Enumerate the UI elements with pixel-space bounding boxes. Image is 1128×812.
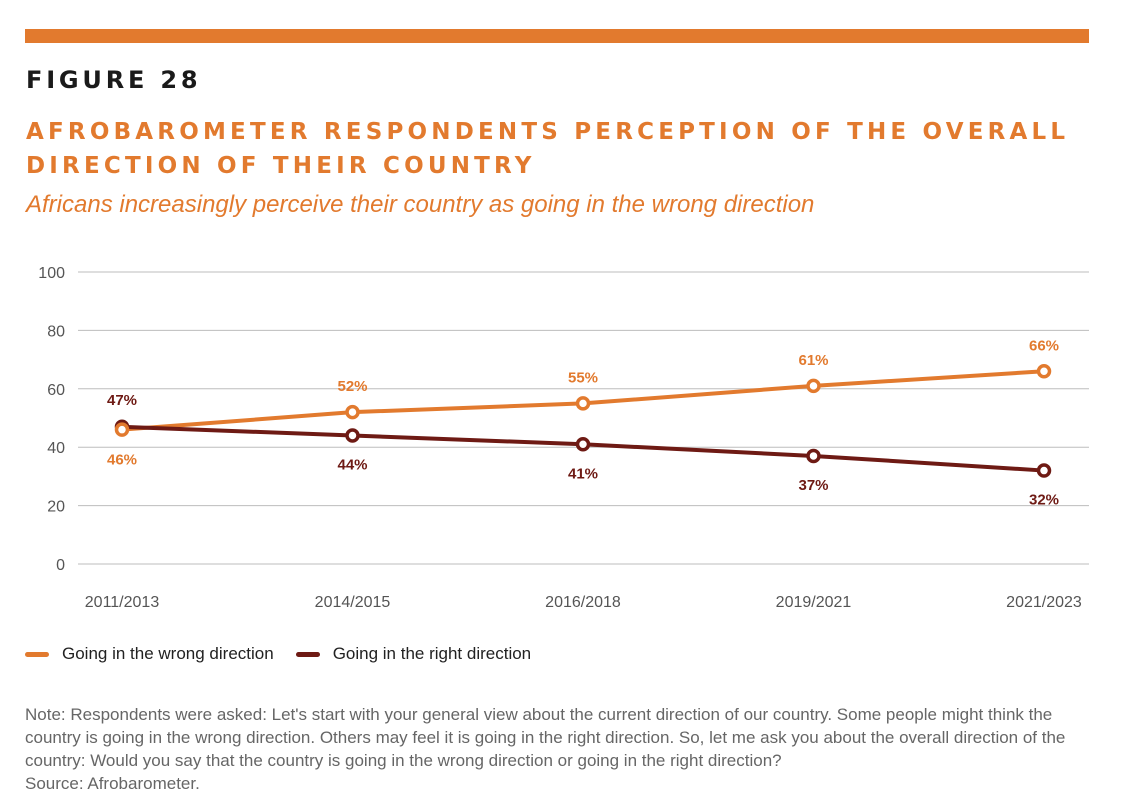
legend: Going in the wrong direction Going in th… xyxy=(25,644,553,664)
chart-title: AFROBAROMETER RESPONDENTS PERCEPTION OF … xyxy=(26,119,1070,179)
note-text: Note: Respondents were asked: Let's star… xyxy=(25,705,1066,770)
x-tick-label-4: 2021/2023 xyxy=(1006,594,1082,611)
legend-item-wrong-direction: Going in the wrong direction xyxy=(25,644,274,664)
data-label-right-1: 44% xyxy=(337,457,367,474)
legend-label-wrong-direction: Going in the wrong direction xyxy=(62,644,274,663)
legend-swatch-right-direction xyxy=(295,651,320,657)
top-accent-bar xyxy=(25,29,1089,43)
series-1-point-3 xyxy=(806,448,821,464)
series-1-point-2 xyxy=(575,437,591,452)
series-0-point-4 xyxy=(1036,364,1052,379)
y-tick-label-20: 20 xyxy=(47,499,65,516)
data-label-wrong-0: 46% xyxy=(107,452,137,469)
series-0-point-3 xyxy=(806,378,821,394)
data-label-right-4: 32% xyxy=(1029,492,1059,509)
y-tick-label-40: 40 xyxy=(47,440,65,457)
y-tick-label-100: 100 xyxy=(38,265,65,282)
x-tick-label-3: 2019/2021 xyxy=(776,594,852,611)
legend-label-right-direction: Going in the right direction xyxy=(332,644,532,663)
data-label-right-2: 41% xyxy=(568,465,598,482)
chart-subtitle: Africans increasingly perceive their cou… xyxy=(26,191,815,218)
note-source: Source: Afrobarometer. xyxy=(25,774,200,793)
note: Note: Respondents were asked: Let's star… xyxy=(25,703,1095,795)
series-1-point-1 xyxy=(345,428,360,443)
x-tick-label-2: 2016/2018 xyxy=(545,594,621,611)
data-label-wrong-3: 61% xyxy=(798,352,828,369)
data-label-right-3: 37% xyxy=(798,477,828,494)
data-label-right-0: 47% xyxy=(107,392,137,409)
series-0-point-1 xyxy=(345,404,360,420)
y-tick-label-60: 60 xyxy=(47,382,65,399)
legend-item-right-direction: Going in the right direction xyxy=(295,644,532,664)
x-tick-label-0: 2011/2013 xyxy=(85,594,160,611)
series-0-point-2 xyxy=(575,396,591,411)
series-1-point-4 xyxy=(1036,463,1052,478)
data-label-wrong-1: 52% xyxy=(337,378,367,395)
series-0-point-0 xyxy=(114,422,130,437)
data-label-wrong-2: 55% xyxy=(568,369,598,386)
y-tick-label-80: 80 xyxy=(47,323,65,340)
data-label-wrong-4: 66% xyxy=(1029,337,1059,354)
line-chart: 0 20 40 60 80 100 2011/2013 2014/2015 2016/2018 2… xyxy=(38,265,1089,611)
figure-label: FIGURE 28 xyxy=(26,66,202,94)
y-tick-label-0: 0 xyxy=(56,557,65,574)
x-tick-label-1: 2014/2015 xyxy=(315,594,391,611)
legend-swatch-wrong-direction xyxy=(25,651,49,657)
